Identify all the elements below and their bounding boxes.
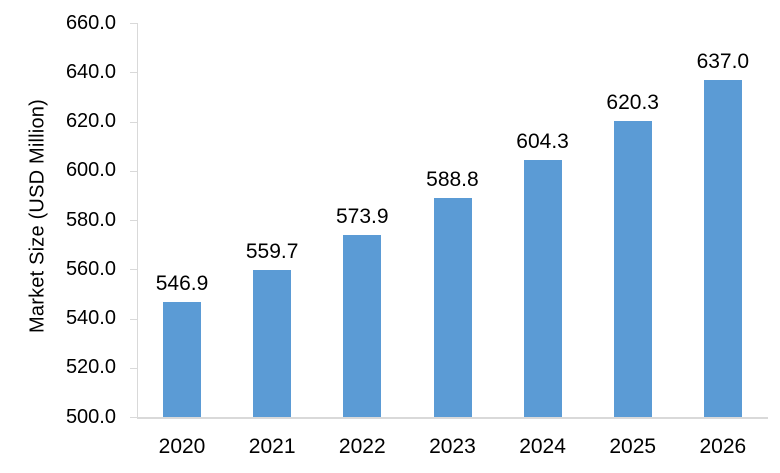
y-tick-mark (130, 72, 137, 74)
x-tick-label: 2026 (699, 435, 747, 458)
bar (253, 269, 292, 417)
y-tick-label: 520.0 (65, 356, 116, 379)
bar (523, 160, 562, 417)
y-tick-mark (130, 23, 137, 24)
y-tick-label: 620.0 (65, 110, 116, 132)
y-tick-mark (130, 269, 137, 271)
y-tick-mark (130, 121, 137, 123)
y-tick-mark (130, 417, 137, 418)
x-tick-label: 2025 (609, 435, 657, 458)
bar-value-label: 588.8 (426, 168, 479, 192)
x-tick-label: 2024 (519, 435, 566, 458)
y-tick-label: 600.0 (65, 159, 116, 182)
y-tick-label: 640.0 (65, 60, 116, 83)
bar (343, 235, 382, 417)
y-tick-mark (130, 367, 137, 369)
y-tick-mark (130, 170, 137, 172)
x-tick-label: 2020 (158, 435, 206, 458)
bar-value-label: 604.3 (516, 130, 569, 154)
bar-value-label: 620.3 (606, 90, 659, 114)
x-tick-label: 2023 (429, 435, 476, 458)
bar-value-label: 546.9 (155, 271, 209, 295)
x-tick-label: 2022 (338, 435, 386, 458)
bar-value-label: 559.7 (245, 239, 299, 263)
bar (613, 120, 652, 417)
y-tick-label: 500.0 (65, 405, 116, 428)
bar (703, 79, 742, 417)
y-tick-label: 580.0 (65, 208, 116, 231)
y-tick-label: 540.0 (65, 307, 116, 329)
x-tick-label: 2021 (248, 435, 296, 458)
bar-value-label: 573.9 (336, 205, 389, 229)
y-tick-label: 660.0 (65, 11, 116, 34)
y-tick-mark (130, 220, 137, 221)
bar (433, 198, 472, 417)
bar (163, 301, 202, 417)
y-tick-mark (130, 318, 137, 320)
bar-value-label: 637.0 (696, 49, 750, 73)
y-tick-label: 560.0 (65, 257, 116, 280)
y-axis-line (137, 23, 138, 418)
x-axis-line (137, 417, 768, 419)
